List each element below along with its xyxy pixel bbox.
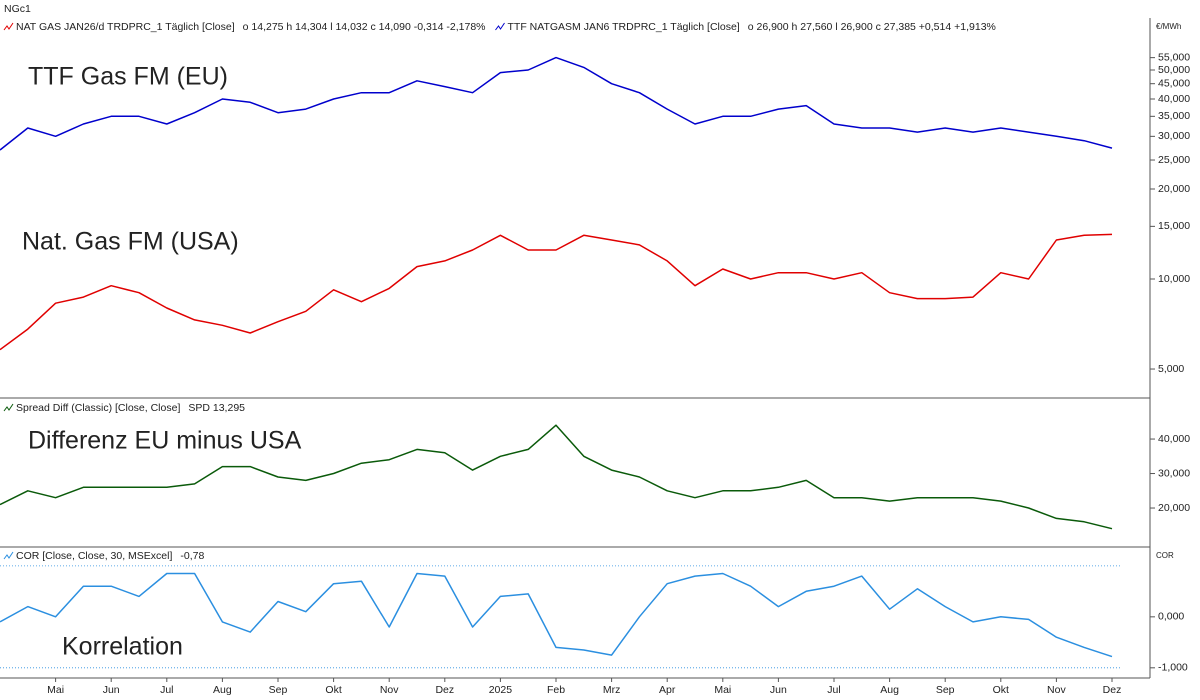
y-tick-label: 25,000 — [1158, 154, 1190, 166]
series-line — [0, 233, 1113, 351]
legend-label: NAT GAS JAN26/d TRDPRC_1 Täglich [Close] — [16, 21, 235, 33]
legend-label: COR [Close, Close, 30, MSExcel] — [16, 550, 172, 562]
y-tick-label: 50,000 — [1158, 64, 1190, 76]
y-tick-label: -1,000 — [1158, 662, 1188, 674]
x-tick-label: Mai — [47, 684, 64, 696]
legend-stats: SPD 13,295 — [188, 402, 245, 414]
x-tick-label: Nov — [1047, 684, 1066, 696]
legend-icon — [3, 22, 14, 31]
x-tick-label: 2025 — [489, 684, 513, 696]
x-tick-label: Mrz — [603, 684, 621, 696]
annotation: Korrelation — [62, 633, 183, 661]
y-tick-label: 40,000 — [1158, 93, 1190, 105]
y-tick-label: 40,000 — [1158, 433, 1190, 445]
legend-label: Spread Diff (Classic) [Close, Close] — [16, 402, 180, 414]
annotation: Nat. Gas FM (USA) — [22, 228, 239, 256]
x-tick-label: Sep — [936, 684, 955, 696]
y-tick-label: 15,000 — [1158, 220, 1190, 232]
symbol: NGc1 — [4, 3, 31, 15]
y-axis-label: €/MWh — [1156, 22, 1181, 31]
x-tick-label: Jun — [103, 684, 120, 696]
y-tick-label: 5,000 — [1158, 363, 1184, 375]
x-tick-label: Dez — [435, 684, 454, 696]
x-tick-label: Jun — [770, 684, 787, 696]
x-tick-label: Sep — [269, 684, 288, 696]
y-axis-label: COR — [1156, 551, 1174, 560]
y-tick-label: 0,000 — [1158, 611, 1184, 623]
y-tick-label: 45,000 — [1158, 77, 1190, 89]
x-tick-label: Aug — [880, 684, 899, 696]
legend-stats: o 14,275 h 14,304 l 14,032 c 14,090 -0,3… — [243, 21, 486, 33]
legend-icon — [495, 22, 505, 31]
legend-stats: -0,78 — [180, 550, 204, 562]
y-tick-label: 30,000 — [1158, 467, 1190, 479]
series-line — [0, 572, 1113, 658]
x-tick-label: Aug — [213, 684, 232, 696]
x-tick-label: Jul — [827, 684, 840, 696]
x-tick-label: Mai — [714, 684, 731, 696]
x-tick-label: Okt — [325, 684, 341, 696]
series-line — [0, 56, 1113, 151]
y-tick-label: 35,000 — [1158, 110, 1190, 122]
annotation: Differenz EU minus USA — [28, 427, 302, 455]
y-tick-label: 10,000 — [1158, 273, 1190, 285]
x-tick-label: Feb — [547, 684, 565, 696]
legend-stats: o 26,900 h 27,560 l 26,900 c 27,385 +0,5… — [748, 21, 996, 33]
y-tick-label: 30,000 — [1158, 130, 1190, 142]
x-tick-label: Apr — [659, 684, 676, 696]
y-tick-label: 55,000 — [1158, 51, 1190, 63]
x-tick-label: Okt — [993, 684, 1009, 696]
x-tick-label: Nov — [380, 684, 399, 696]
x-tick-label: Dez — [1103, 684, 1122, 696]
annotation: TTF Gas FM (EU) — [28, 63, 228, 91]
y-tick-label: 20,000 — [1158, 183, 1190, 195]
y-tick-label: 20,000 — [1158, 502, 1190, 514]
legend-icon — [3, 403, 14, 412]
x-tick-label: Jul — [160, 684, 173, 696]
legend-label: TTF NATGASM JAN6 TRDPRC_1 Täglich [Close… — [508, 21, 740, 33]
series-line — [0, 424, 1113, 530]
legend-icon — [3, 551, 14, 560]
